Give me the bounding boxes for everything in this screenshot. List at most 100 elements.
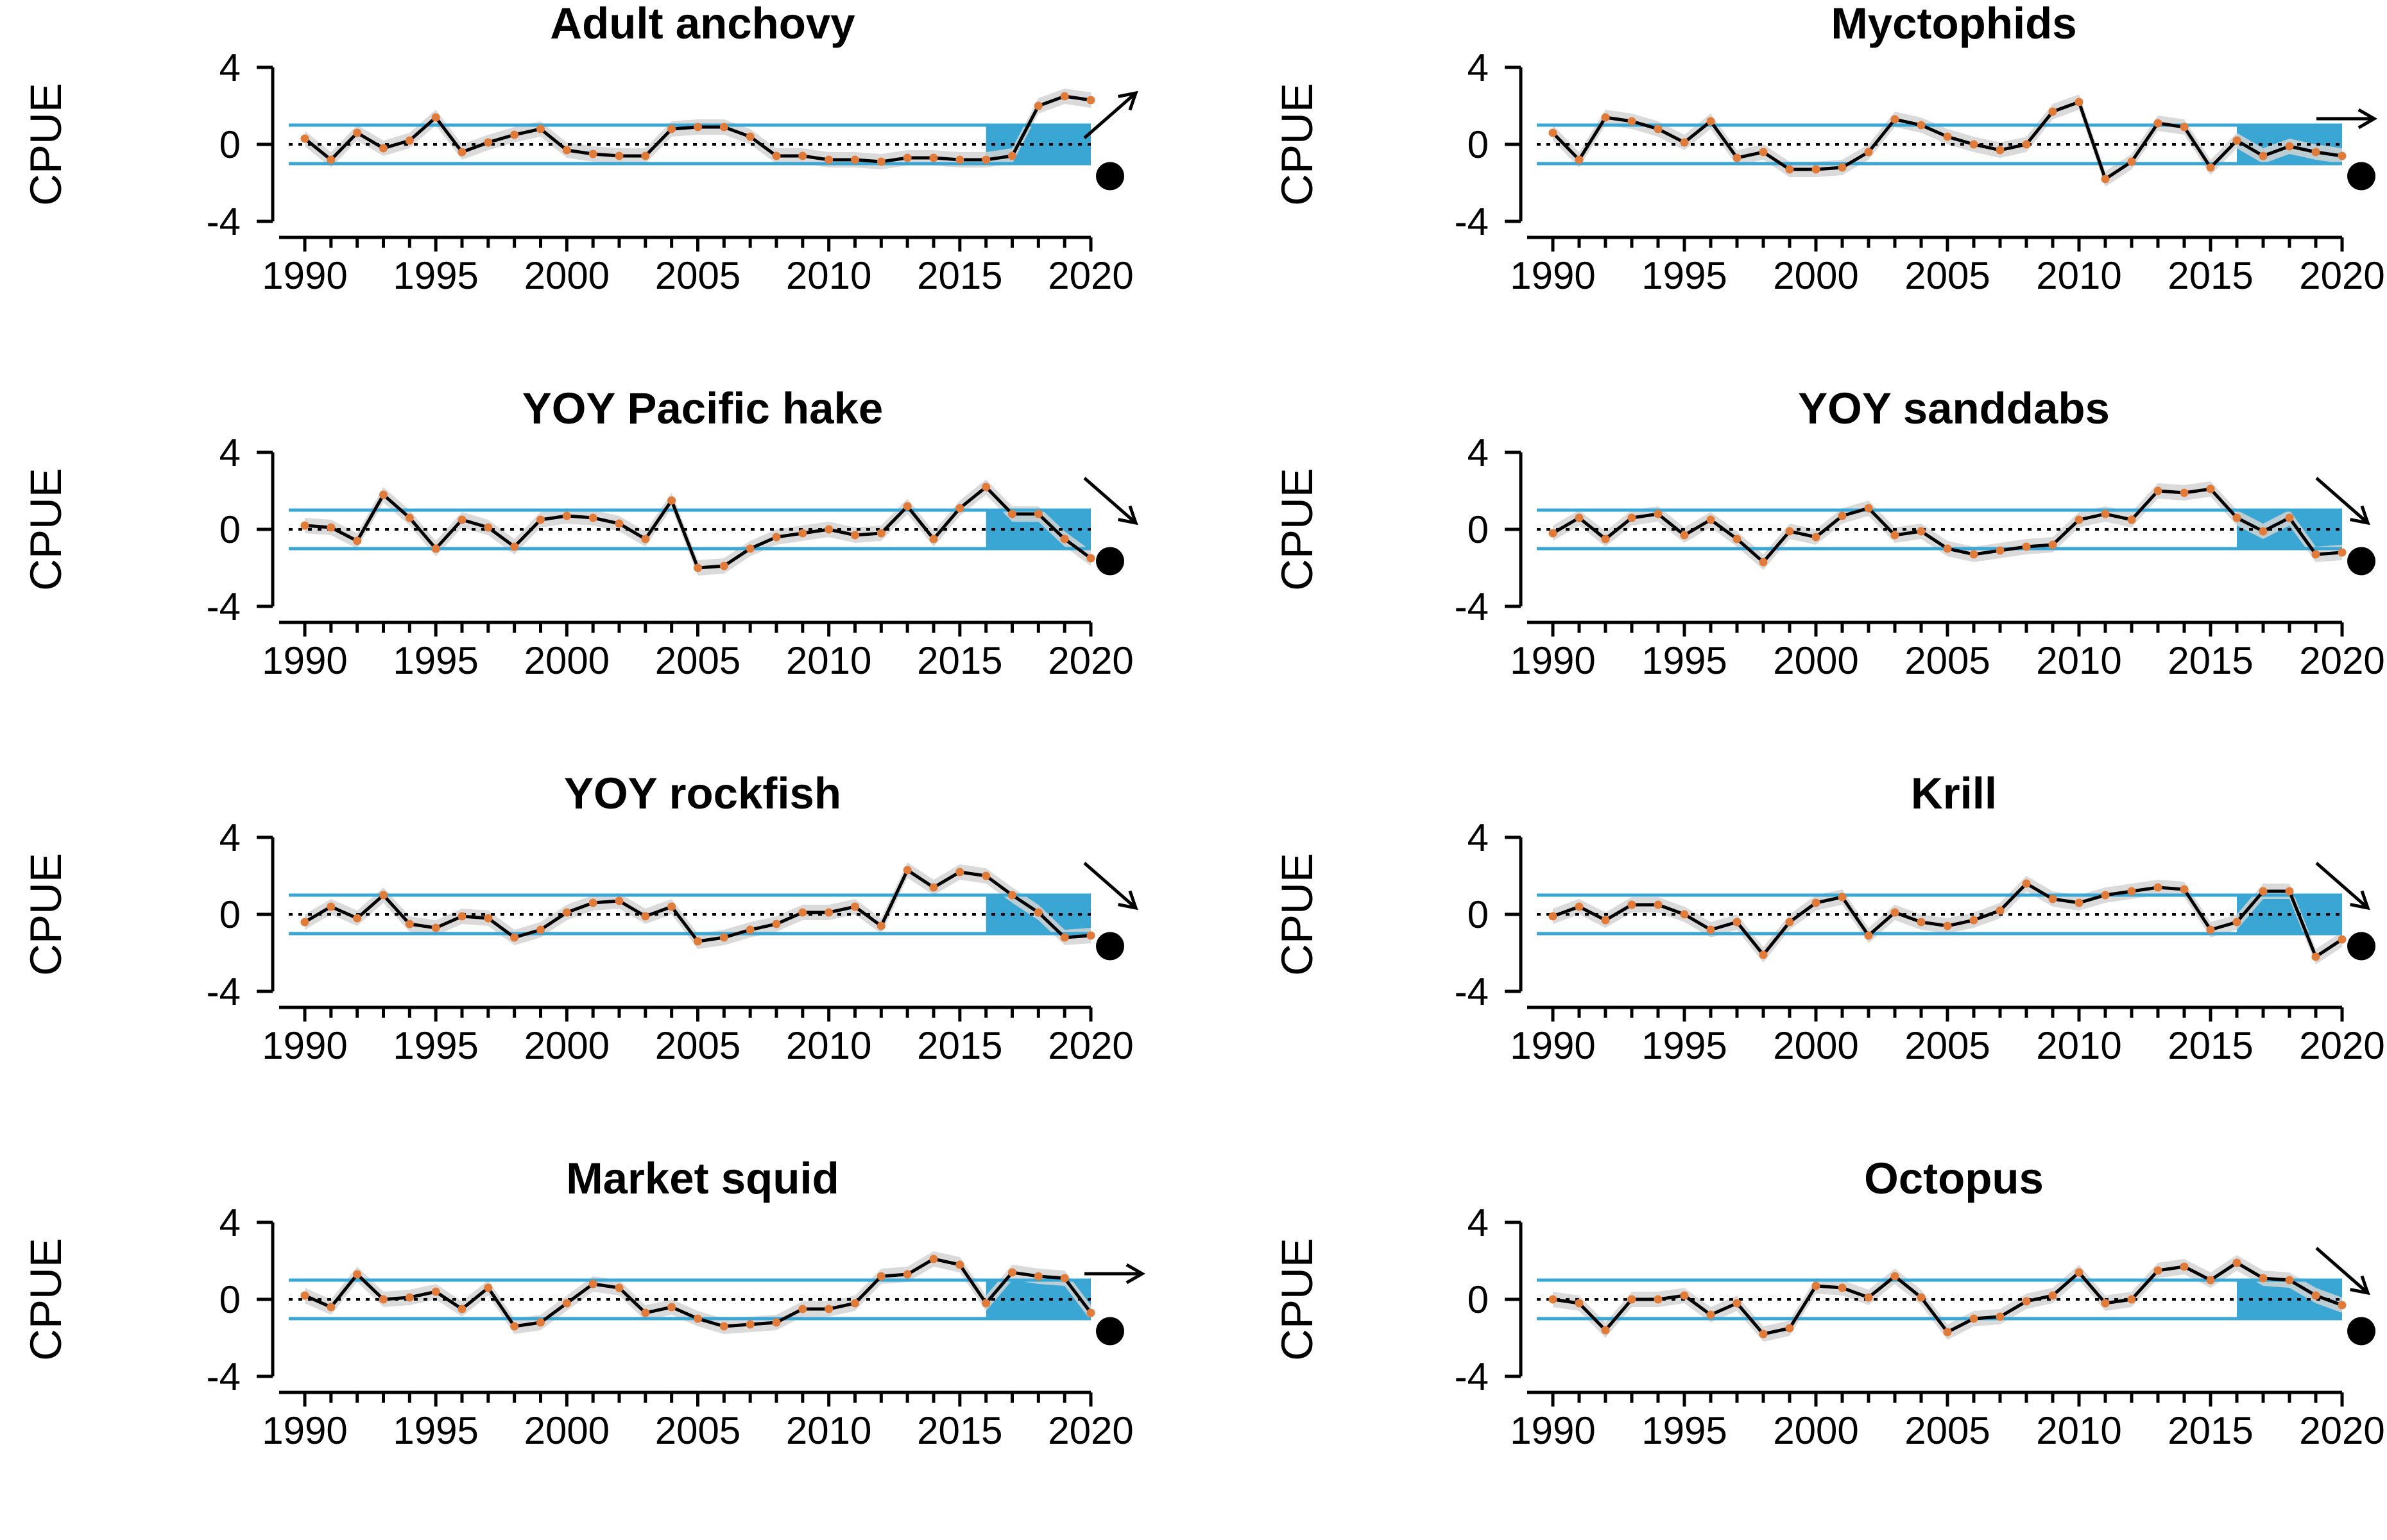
data-point-1997 <box>484 524 492 532</box>
panel-title: Krill <box>1911 769 1997 818</box>
data-point-1992 <box>1602 916 1610 925</box>
y-tick-label: 0 <box>1467 508 1489 551</box>
data-point-2020 <box>1087 554 1095 563</box>
y-tick-label: 0 <box>219 508 241 551</box>
data-point-2007 <box>1996 146 2005 155</box>
x-tick-label: 1990 <box>262 1409 347 1452</box>
data-point-1998 <box>510 934 518 942</box>
data-point-1999 <box>536 516 545 524</box>
data-point-2003 <box>641 535 649 543</box>
data-point-2007 <box>1996 907 2005 915</box>
y-axis-label: CPUE <box>21 853 71 976</box>
x-tick-label: 2020 <box>2299 254 2384 297</box>
x-tick-label: 1990 <box>1510 254 1595 297</box>
data-point-1993 <box>379 891 388 900</box>
data-point-2019 <box>2312 551 2320 559</box>
x-tick-label: 2010 <box>786 1409 871 1452</box>
data-point-2016 <box>2233 1259 2241 1267</box>
data-point-1995 <box>432 114 440 122</box>
data-point-1991 <box>327 156 335 164</box>
data-point-2008 <box>773 1319 781 1327</box>
data-point-2011 <box>2101 175 2110 184</box>
x-tick-label: 2010 <box>2036 1024 2121 1067</box>
data-point-1996 <box>1707 117 1715 126</box>
data-point-2016 <box>982 156 990 164</box>
y-tick-label: -4 <box>1455 1355 1489 1398</box>
x-tick-label: 1995 <box>1641 639 1727 682</box>
y-tick-label: 4 <box>219 46 241 89</box>
data-point-2019 <box>1061 934 1069 942</box>
y-axis-label: CPUE <box>1272 83 1322 206</box>
data-point-2009 <box>798 909 807 917</box>
x-tick-label: 2020 <box>2299 639 2384 682</box>
data-point-1997 <box>1733 1299 1741 1308</box>
x-tick-label: 1990 <box>262 1024 347 1067</box>
data-point-1992 <box>353 537 361 545</box>
data-point-2003 <box>1891 1272 1899 1281</box>
data-point-2017 <box>1008 510 1016 518</box>
data-point-2017 <box>2259 887 2268 896</box>
data-point-1995 <box>432 545 440 553</box>
data-point-2006 <box>1970 1315 1978 1323</box>
x-tick-label: 2005 <box>655 1024 740 1067</box>
data-point-2000 <box>563 146 571 155</box>
status-dot-within <box>2347 547 2375 576</box>
x-tick-label: 2000 <box>1773 639 1858 682</box>
data-point-2018 <box>2286 1276 2294 1285</box>
data-point-2014 <box>930 154 938 162</box>
x-tick-label: 2000 <box>1773 1409 1858 1452</box>
data-point-2019 <box>2312 953 2320 961</box>
data-point-2000 <box>563 909 571 917</box>
data-point-2004 <box>1917 918 1926 927</box>
y-axis-label: CPUE <box>1272 853 1322 976</box>
x-tick-label: 1995 <box>393 1409 478 1452</box>
data-point-2007 <box>746 926 755 934</box>
data-point-1991 <box>327 524 335 532</box>
data-point-1997 <box>1733 535 1741 543</box>
data-point-2015 <box>2207 926 2215 934</box>
data-point-1994 <box>406 137 414 145</box>
panel-title: Adult anchovy <box>550 0 855 48</box>
x-tick-label: 2010 <box>786 639 871 682</box>
data-point-1998 <box>1759 951 1768 959</box>
data-point-1999 <box>536 1319 545 1327</box>
data-point-1990 <box>301 135 309 143</box>
x-tick-label: 2005 <box>1904 1024 1990 1067</box>
data-point-1998 <box>510 1322 518 1331</box>
data-point-2002 <box>1865 932 1873 940</box>
y-tick-label: 0 <box>219 893 241 936</box>
x-tick-label: 1995 <box>1641 254 1727 297</box>
data-point-2010 <box>2075 98 2083 107</box>
data-point-2018 <box>1034 1272 1043 1281</box>
data-point-1996 <box>458 912 466 921</box>
data-point-2010 <box>2075 899 2083 907</box>
x-tick-label: 2015 <box>917 639 1002 682</box>
data-point-1999 <box>536 125 545 133</box>
x-tick-label: 2010 <box>2036 254 2121 297</box>
data-point-2007 <box>746 133 755 141</box>
data-point-2011 <box>2101 510 2110 518</box>
data-point-2008 <box>2023 543 2031 551</box>
status-dot-within <box>1096 1317 1124 1346</box>
status-dot-within <box>2347 932 2375 961</box>
data-point-2011 <box>851 903 859 911</box>
data-point-2009 <box>798 152 807 160</box>
data-point-2020 <box>2338 936 2347 944</box>
data-point-2001 <box>589 1280 597 1288</box>
data-point-2010 <box>2075 516 2083 524</box>
data-point-1996 <box>1707 1311 1715 1319</box>
x-tick-label: 2010 <box>2036 639 2121 682</box>
data-point-2004 <box>667 903 676 911</box>
x-tick-label: 2000 <box>524 1409 610 1452</box>
x-tick-label: 2020 <box>1048 254 1133 297</box>
data-point-2012 <box>2128 516 2136 524</box>
data-point-2005 <box>694 1315 702 1323</box>
x-tick-label: 2020 <box>1048 639 1133 682</box>
data-point-1991 <box>1575 903 1584 911</box>
data-point-2011 <box>851 156 859 164</box>
panel-title: YOY rockfish <box>564 769 841 818</box>
data-point-1996 <box>1707 516 1715 524</box>
data-point-1997 <box>484 914 492 923</box>
panel-title: YOY sanddabs <box>1798 384 2110 433</box>
data-point-2016 <box>982 1299 990 1308</box>
